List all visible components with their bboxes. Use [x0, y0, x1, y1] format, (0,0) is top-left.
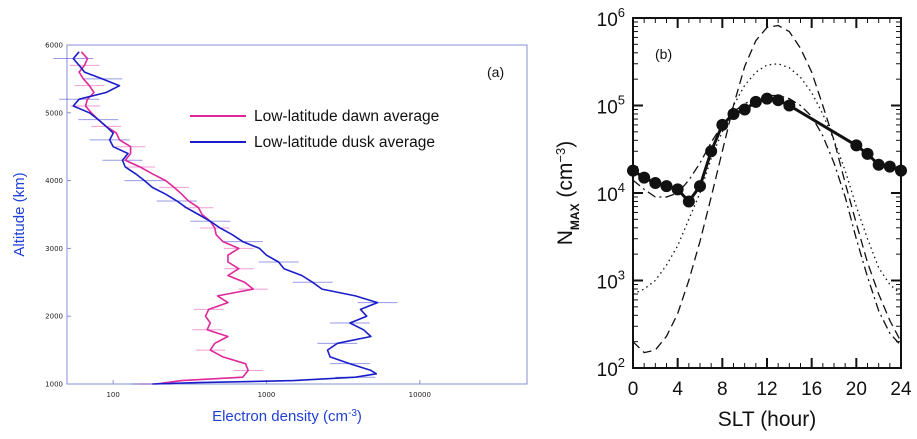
panel-b-x-tick-label: 16	[801, 379, 822, 400]
panel-b-x-tick-label: 20	[846, 379, 867, 400]
panel-a-x-axis-label-sup: -3	[348, 408, 357, 419]
panel-b-y-axis-label-end: )	[554, 141, 577, 148]
panel-b-data-point	[682, 195, 695, 208]
panel-a-x-axis-label-main: Electron density (cm	[212, 408, 348, 425]
panel-a-y-axis-label: Altitude (km)	[11, 172, 28, 256]
panel-a-series-lines	[72, 51, 379, 385]
panel-b-x-tick-label: 0	[628, 379, 639, 400]
panel-b-x-tick-label: 4	[672, 379, 683, 400]
panel-a-x-ticks: 100 1000 10000	[106, 380, 431, 399]
panel-b-data-point	[895, 164, 907, 177]
panel-b-series-line	[632, 24, 902, 354]
panel-a-x-axis-label-end: )	[357, 408, 362, 425]
panel-a-y-tick-label: 4000	[45, 177, 63, 185]
panel-b-data-point	[638, 171, 651, 184]
panel-b-data-point	[671, 183, 684, 196]
panel-b-data-point	[883, 160, 896, 173]
panel-a-y-tick-label: 2000	[45, 313, 63, 321]
panel-b-data-point	[660, 180, 673, 193]
panel-a-x-tick-label: 1000	[258, 391, 276, 399]
panel-a-y-tick-label: 3000	[45, 245, 63, 253]
panel-b-y-axis-label-sub: MAX	[568, 203, 582, 230]
panel-a-x-tick-label: 10000	[409, 391, 431, 399]
panel-a-x-axis-label: Electron density (cm-3)	[212, 408, 362, 426]
panel-a-label: (a)	[487, 64, 504, 80]
panel-b-data-point	[761, 92, 773, 105]
panel-a-y-ticks: 1000 2000 3000 4000 5000 6000	[45, 42, 71, 389]
panel-b-x-axis-label: SLT (hour)	[718, 408, 816, 431]
panel-b-y-ticks: 102 103 104 105 106	[597, 5, 901, 381]
panel-b-y-axis-label: NMAX (cm−3)	[553, 141, 583, 246]
panel-a-electron-density-profiles: 100 1000 10000 1000 2000 3000 4000 5000 6000 (a…	[11, 42, 528, 426]
panel-b-x-tick-label: 24	[890, 379, 912, 400]
panel-a-series-line	[72, 51, 379, 385]
panel-b-data-point	[649, 177, 662, 190]
panel-b-data-point	[627, 164, 639, 177]
panel-a-legend-label: Low-latitude dawn average	[254, 108, 439, 125]
panel-b-y-tick-label: 104	[597, 180, 625, 206]
panel-b-data-point	[738, 103, 751, 116]
panel-b-data-point	[772, 94, 785, 107]
panel-a-y-tick-label: 5000	[45, 109, 63, 117]
panel-b-minor-ticks	[633, 18, 901, 368]
panel-b-data-point	[783, 99, 796, 112]
panel-b-nmax-vs-slt: 0 4 8 12 16 20 24 102 103 104 105 106 (b) SLT (hou…	[553, 5, 912, 431]
panel-b-data-point	[716, 118, 729, 131]
panel-a-x-tick-label: 100	[106, 391, 119, 399]
panel-b-data-point	[705, 145, 718, 158]
panel-b-data-point	[749, 95, 762, 108]
panel-a-series-line	[78, 51, 255, 385]
panel-a-legend: Low-latitude dawn average Low-latitude du…	[190, 108, 439, 151]
panel-b-x-ticks: 0 4 8 12 16 20 24	[628, 18, 912, 400]
panel-b-data-points	[627, 92, 907, 208]
panel-b-y-tick-label: 105	[597, 93, 625, 119]
panel-b-x-tick-label: 8	[717, 379, 728, 400]
panel-a-plot-frame	[66, 44, 528, 385]
panel-b-y-tick-label: 103	[597, 268, 625, 294]
panel-b-y-axis-label-main: N	[554, 230, 577, 245]
panel-b-y-tick-label: 106	[597, 5, 625, 31]
panel-b-data-point	[872, 158, 885, 171]
panel-b-y-axis-label-unit: (cm	[554, 163, 577, 204]
panel-b-x-tick-label: 12	[756, 379, 777, 400]
panel-b-y-axis-label-sup: −3	[553, 148, 568, 163]
panel-b-label: (b)	[655, 46, 672, 62]
panel-a-y-tick-label: 1000	[45, 381, 63, 389]
panel-b-y-tick-label: 102	[597, 355, 625, 381]
panel-b-data-point	[694, 180, 706, 193]
panel-a-legend-label: Low-latitude dusk average	[254, 134, 435, 151]
panel-a-y-tick-label: 6000	[45, 42, 63, 50]
panel-b-data-point	[850, 139, 863, 152]
panel-b-data-point	[861, 147, 874, 160]
panel-b-data-point	[727, 107, 740, 120]
